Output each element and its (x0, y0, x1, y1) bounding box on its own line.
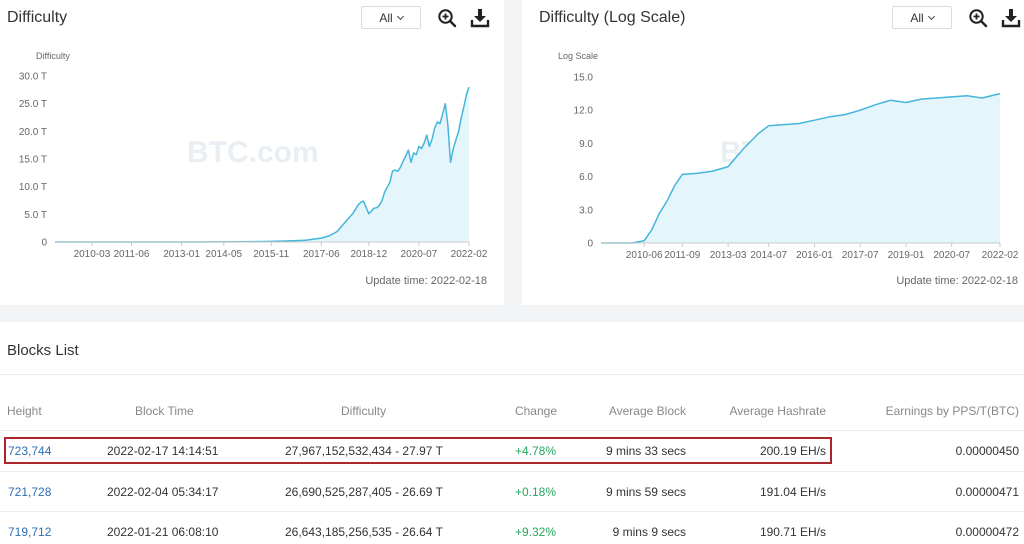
difficulty-change: +0.18% (514, 485, 556, 499)
download-icon[interactable] (470, 8, 490, 28)
x-tick-label: 2014-05 (205, 249, 242, 260)
average-hashrate: 190.71 EH/s (759, 525, 826, 539)
column-header-average-block: Average Block (608, 404, 686, 418)
column-header-change: Change (514, 404, 557, 418)
x-tick-label: 2018-12 (350, 249, 387, 260)
table-row: 723,744 2022-02-17 14:14:51 27,967,152,5… (0, 431, 1024, 471)
table-header: Height Block Time Difficulty Change Aver… (0, 404, 1024, 424)
difficulty-chart-card: Difficulty All BTC.com Difficulty 0 5.0 T 10… (0, 0, 504, 305)
column-header-earnings: Earnings by PPS/T(BTC) (885, 404, 1019, 418)
earnings-pps: 0.00000472 (955, 525, 1019, 539)
divider (0, 374, 1024, 375)
average-hashrate: 191.04 EH/s (759, 485, 826, 499)
table-row: 721,728 2022-02-04 05:34:17 26,690,525,2… (0, 472, 1024, 512)
block-difficulty: 26,643,185,256,535 - 26.64 T (285, 525, 443, 539)
y-axis-title: Difficulty (36, 51, 70, 61)
difficulty-log-chart: BTC.comLog Scale03.06.09.012.015.02010-0… (558, 51, 1019, 261)
y-tick-label: 3.0 (579, 205, 593, 216)
chart-title: Difficulty (Log Scale) (539, 9, 686, 26)
y-tick-label: 10.0 T (19, 182, 47, 193)
blocks-list-card: Blocks List Height Block Time Difficulty… (0, 322, 1024, 544)
column-header-block-time: Block Time (135, 404, 194, 418)
y-tick-label: 0 (41, 238, 47, 249)
zoom-in-icon[interactable] (437, 8, 457, 28)
block-height-link[interactable]: 723,744 (8, 444, 52, 458)
x-tick-label: 2013-01 (163, 249, 200, 260)
column-header-height: Height (7, 404, 42, 418)
difficulty-change: +4.78% (514, 444, 556, 458)
x-tick-label: 2011-09 (664, 250, 700, 261)
y-tick-label: 15.0 (574, 73, 594, 84)
zoom-in-icon[interactable] (968, 8, 988, 28)
y-tick-label: 5.0 T (24, 210, 47, 221)
y-tick-label: 9.0 (579, 139, 593, 150)
difficulty-log-chart-card: Difficulty (Log Scale) All BTC.comLog Sc… (522, 0, 1024, 305)
x-tick-label: 2015-11 (253, 249, 289, 260)
y-tick-label: 25.0 T (19, 99, 47, 110)
x-tick-label: 2020-07 (401, 249, 438, 260)
x-tick-label: 2016-01 (796, 250, 833, 261)
x-tick-label: 2017-07 (842, 250, 879, 261)
column-header-difficulty: Difficulty (341, 404, 387, 418)
x-tick-label: 2017-06 (303, 249, 340, 260)
block-difficulty: 27,967,152,532,434 - 27.97 T (285, 444, 443, 458)
chart-title: Difficulty (7, 9, 68, 26)
series-area (601, 93, 1000, 243)
watermark-text: BTC.com (187, 136, 319, 169)
y-tick-label: 0 (587, 239, 593, 250)
x-tick-label: 2011-06 (113, 249, 149, 260)
x-tick-label: 2020-07 (933, 250, 970, 261)
x-tick-label: 2022-02 (982, 250, 1019, 261)
x-tick-label: 2022-02 (451, 249, 488, 260)
average-block-time: 9 mins 9 secs (612, 525, 686, 539)
range-select[interactable]: All (361, 6, 421, 29)
block-time: 2022-01-21 06:08:10 (107, 525, 219, 539)
x-tick-label: 2010-06 (626, 250, 663, 261)
y-axis-title: Log Scale (558, 51, 598, 61)
divider (0, 511, 1024, 512)
earnings-pps: 0.00000471 (955, 485, 1019, 499)
update-time: Update time: 2022-02-18 (365, 275, 487, 287)
x-tick-label: 2010-03 (74, 249, 111, 260)
series-area (55, 87, 469, 242)
average-hashrate: 200.19 EH/s (759, 444, 826, 458)
earnings-pps: 0.00000450 (955, 444, 1019, 458)
range-select[interactable]: All (892, 6, 952, 29)
y-tick-label: 20.0 T (19, 127, 47, 138)
average-block-time: 9 mins 33 secs (605, 444, 686, 458)
y-tick-label: 12.0 (574, 106, 594, 117)
x-tick-label: 2014-07 (750, 250, 787, 261)
range-select-value: All (379, 10, 393, 25)
y-tick-label: 30.0 T (19, 72, 47, 83)
update-time: Update time: 2022-02-18 (896, 275, 1018, 287)
table-row: 719,712 2022-01-21 06:08:10 26,643,185,2… (0, 512, 1024, 544)
range-select-value: All (910, 10, 924, 25)
download-icon[interactable] (1001, 8, 1021, 28)
block-height-link[interactable]: 719,712 (8, 525, 52, 539)
block-time: 2022-02-17 14:14:51 (107, 444, 219, 458)
series-line (601, 92, 1001, 244)
block-height-link[interactable]: 721,728 (8, 485, 52, 499)
average-block-time: 9 mins 59 secs (605, 485, 686, 499)
blocks-list-title: Blocks List (7, 342, 79, 359)
block-time: 2022-02-04 05:34:17 (107, 485, 219, 499)
difficulty-change: +9.32% (514, 525, 556, 539)
divider (0, 430, 1024, 431)
x-tick-label: 2019-01 (888, 250, 925, 261)
difficulty-chart: BTC.com Difficulty 0 5.0 T 10.0 T 15.0 T 20.0 … (19, 51, 488, 260)
block-difficulty: 26,690,525,287,405 - 26.69 T (285, 485, 443, 499)
series-line (55, 86, 470, 243)
x-tick-label: 2013-03 (710, 250, 747, 261)
divider (0, 471, 1024, 472)
y-tick-label: 6.0 (579, 172, 593, 183)
column-header-average-hashrate: Average Hashrate (729, 404, 826, 418)
y-tick-label: 15.0 T (19, 155, 47, 166)
